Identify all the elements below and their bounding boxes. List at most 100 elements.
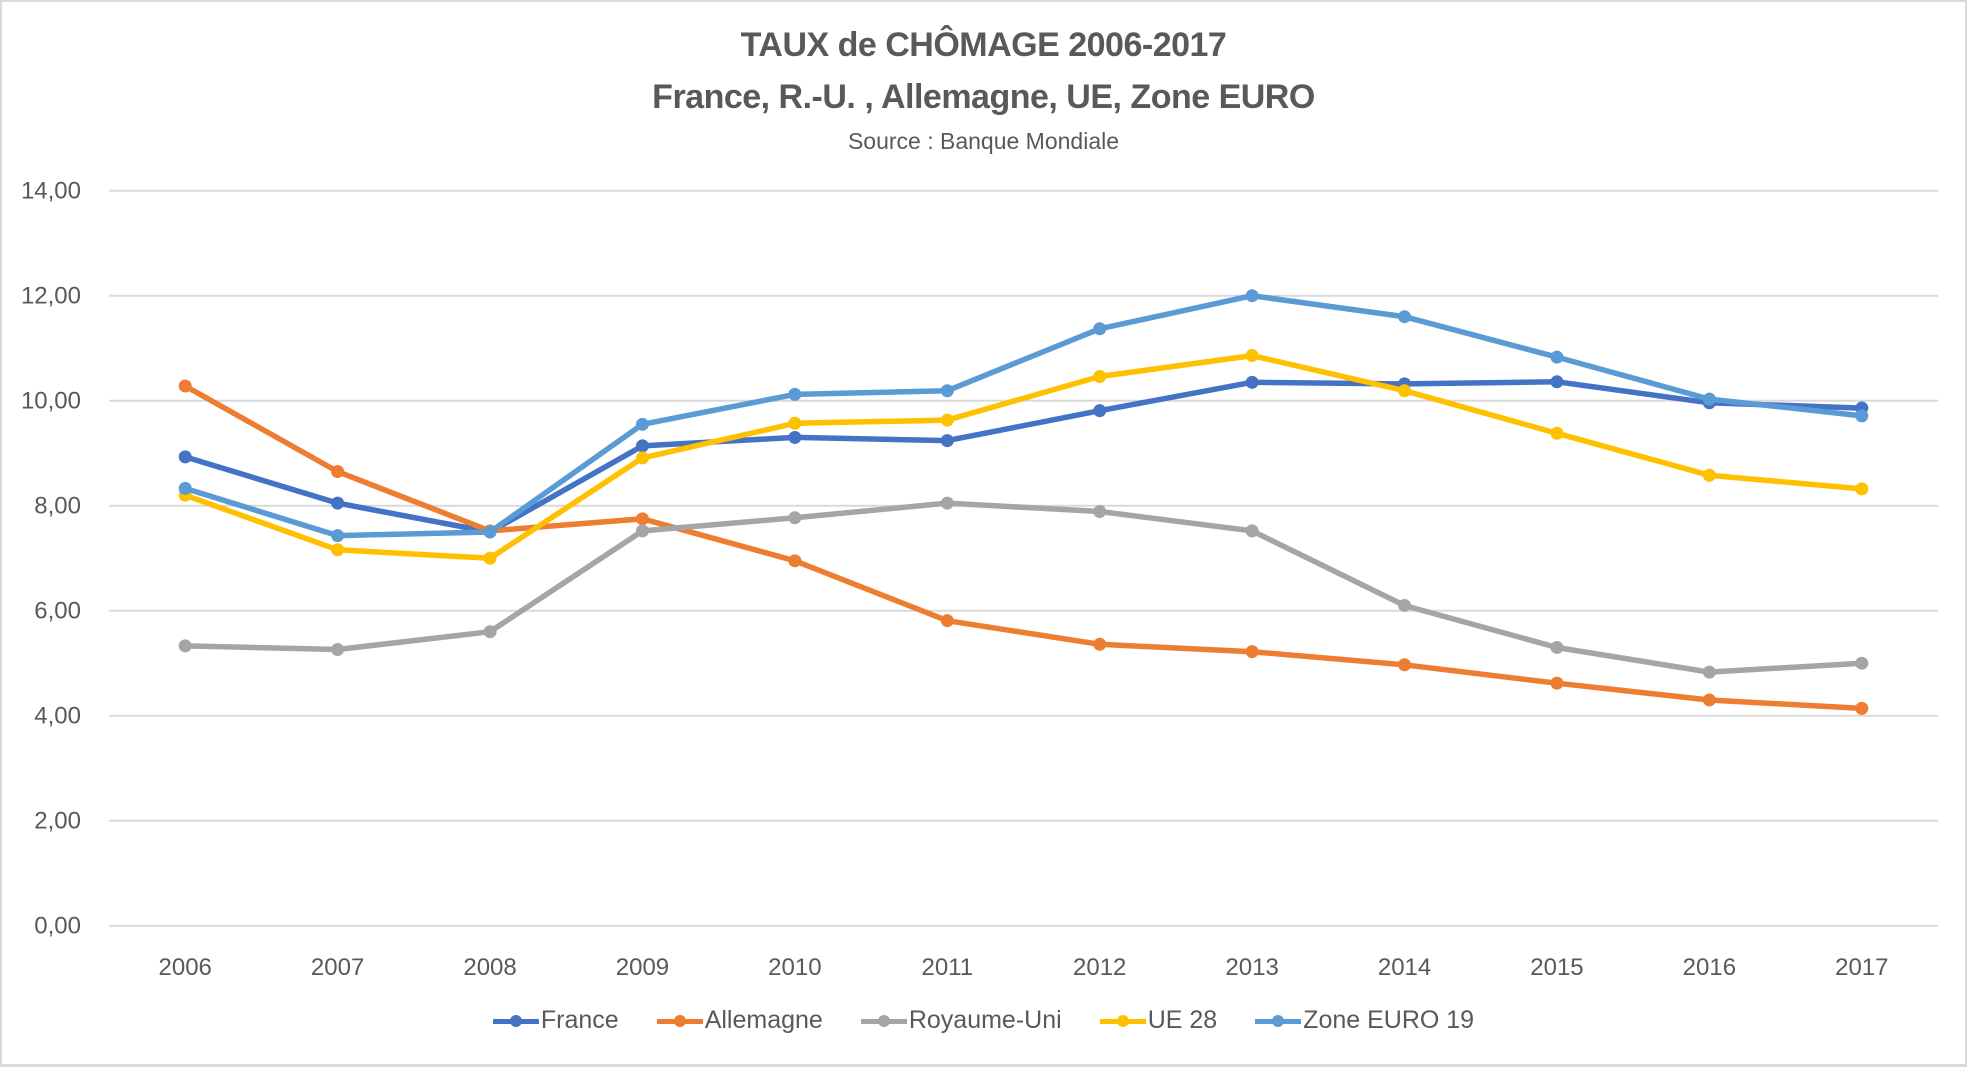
data-point xyxy=(1398,598,1412,612)
data-point xyxy=(1398,310,1412,324)
data-point xyxy=(483,525,497,539)
data-point xyxy=(788,511,802,525)
series-allemagne xyxy=(178,379,1869,715)
legend-line-marker-icon xyxy=(1099,1011,1146,1031)
x-tick-label: 2009 xyxy=(616,954,669,981)
data-point xyxy=(1093,404,1107,418)
data-point xyxy=(1245,375,1259,389)
chart-subtitle: France, R.-U. , Allemagne, UE, Zone EURO xyxy=(652,78,1315,116)
data-point xyxy=(940,614,954,628)
data-point xyxy=(635,451,649,465)
series-lines xyxy=(178,289,1869,715)
data-point xyxy=(1855,409,1869,423)
legend-item: Zone EURO 19 xyxy=(1255,1006,1474,1035)
data-point xyxy=(178,379,192,393)
x-tick-label: 2016 xyxy=(1683,954,1736,981)
data-point xyxy=(940,384,954,398)
data-point xyxy=(1855,656,1869,670)
chart-source: Source : Banque Mondiale xyxy=(847,128,1120,154)
y-tick-label: 14,00 xyxy=(21,178,81,205)
legend-label: UE 28 xyxy=(1147,1006,1218,1034)
series-line xyxy=(182,500,1865,675)
y-tick-label: 6,00 xyxy=(34,598,81,625)
legend-line-marker-icon xyxy=(860,1011,907,1031)
x-tick-label: 2010 xyxy=(768,954,821,981)
series-line xyxy=(182,379,1865,535)
data-point xyxy=(331,465,345,479)
data-point xyxy=(1855,482,1869,496)
x-tick-label: 2014 xyxy=(1378,954,1431,981)
legend-item: France xyxy=(492,1006,619,1035)
data-point xyxy=(788,387,802,401)
data-point xyxy=(331,643,345,657)
data-point xyxy=(1245,349,1259,363)
data-point xyxy=(635,512,649,526)
data-point xyxy=(483,625,497,639)
data-point xyxy=(1398,384,1412,398)
data-point xyxy=(1702,392,1716,406)
data-point xyxy=(1245,645,1259,659)
data-point xyxy=(178,450,192,464)
data-point xyxy=(1093,322,1107,336)
data-point xyxy=(635,524,649,538)
legend-item: Allemagne xyxy=(656,1006,823,1035)
x-tick-label: 2017 xyxy=(1835,954,1888,981)
legend-label: Allemagne xyxy=(704,1006,823,1034)
series-line xyxy=(182,292,1865,539)
data-point xyxy=(1702,468,1716,482)
series-line xyxy=(182,352,1865,561)
data-point xyxy=(940,413,954,427)
data-point xyxy=(788,554,802,568)
x-tick-label: 2012 xyxy=(1073,954,1126,981)
chart-title: TAUX de CHÔMAGE 2006-2017 xyxy=(740,26,1227,64)
data-point xyxy=(331,543,345,557)
legend-line-marker-icon xyxy=(656,1011,703,1031)
data-point xyxy=(1398,658,1412,672)
series-zone-euro-19 xyxy=(178,289,1869,543)
x-tick-label: 2011 xyxy=(921,954,973,981)
y-tick-label: 8,00 xyxy=(34,493,81,520)
data-point xyxy=(1550,375,1564,389)
x-tick-label: 2015 xyxy=(1530,954,1583,981)
x-tick-label: 2013 xyxy=(1225,954,1278,981)
data-point xyxy=(940,434,954,448)
legend-label: Royaume-Uni xyxy=(908,1006,1062,1034)
data-point xyxy=(1093,370,1107,384)
data-point xyxy=(1093,504,1107,518)
y-tick-label: 2,00 xyxy=(34,808,81,835)
series-line xyxy=(182,383,1865,712)
data-point xyxy=(1245,289,1259,303)
x-tick-label: 2007 xyxy=(311,954,364,981)
x-tick-label: 2008 xyxy=(463,954,516,981)
legend-line-marker-icon xyxy=(492,1011,539,1031)
data-point xyxy=(1855,701,1869,715)
y-tick-label: 4,00 xyxy=(34,703,81,730)
data-point xyxy=(1550,350,1564,364)
data-point xyxy=(1550,640,1564,654)
legend-item: Royaume-Uni xyxy=(860,1006,1062,1035)
legend-item: UE 28 xyxy=(1099,1006,1218,1035)
data-point xyxy=(178,639,192,653)
legend-label: Zone EURO 19 xyxy=(1303,1006,1475,1034)
legend: France Allemagne Royaume-Uni UE 28 Zone EURO… xyxy=(0,1006,1967,1035)
x-axis-ticks: 2006 2007 2008 2009 2010 2011 2012 2013 2014 2015… xyxy=(159,954,1889,981)
data-point xyxy=(635,417,649,431)
data-point xyxy=(178,481,192,495)
legend-label: France xyxy=(540,1006,619,1034)
y-tick-label: 10,00 xyxy=(21,388,81,415)
y-tick-label: 12,00 xyxy=(21,283,81,310)
y-axis-ticks: 0,00 2,00 4,00 6,00 8,00 10,00 12,00 14,00 xyxy=(21,178,81,940)
data-point xyxy=(635,439,649,453)
data-point xyxy=(331,529,345,543)
data-point xyxy=(788,416,802,430)
data-point xyxy=(331,496,345,510)
x-tick-label: 2006 xyxy=(159,954,212,981)
series-royaume-uni xyxy=(178,496,1869,679)
data-point xyxy=(1093,637,1107,651)
data-point xyxy=(1550,676,1564,690)
gridlines xyxy=(109,189,1938,927)
data-point xyxy=(1245,524,1259,538)
data-point xyxy=(1702,665,1716,679)
y-tick-label: 0,00 xyxy=(34,913,81,940)
